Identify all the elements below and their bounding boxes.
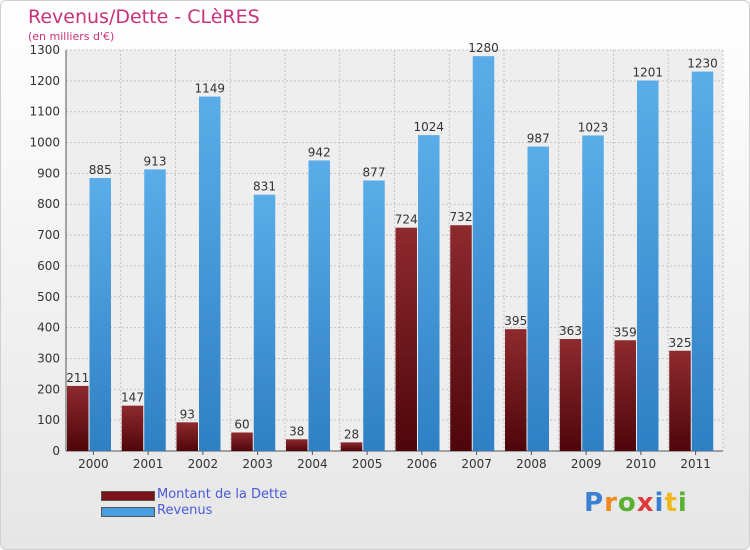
bar-revenus	[89, 178, 111, 451]
bar-revenus	[418, 135, 440, 452]
bar-revenus	[582, 135, 604, 451]
y-tick-label: 1300	[29, 43, 60, 57]
data-label-dette: 147	[121, 391, 144, 405]
x-tick-label: 2003	[242, 457, 273, 471]
y-tick-label: 1100	[29, 105, 60, 119]
data-label-dette: 395	[504, 314, 527, 328]
y-tick-label: 1000	[29, 136, 60, 150]
x-tick-label: 2000	[78, 457, 109, 471]
bar-revenus	[472, 56, 495, 452]
data-label-dette: 359	[614, 325, 637, 339]
y-tick-label: 800	[37, 197, 60, 211]
chart-subtitle: (en milliers d'€)	[28, 30, 115, 43]
logo-letter: r	[604, 488, 618, 518]
data-label-revenus: 1024	[413, 120, 444, 134]
x-tick-label: 2007	[461, 457, 492, 471]
y-tick-label: 1200	[29, 74, 60, 88]
data-label-revenus: 913	[144, 154, 167, 168]
y-tick-label: 700	[37, 228, 60, 242]
x-tick-label: 2004	[297, 457, 328, 471]
bar-dette	[340, 442, 363, 451]
proxiti-logo: Proxiti	[584, 488, 688, 518]
data-label-dette: 363	[559, 324, 582, 338]
y-tick-label: 200	[37, 382, 60, 396]
data-label-revenus: 1230	[687, 57, 718, 71]
data-label-dette: 732	[450, 210, 473, 224]
legend-label-dette: Montant de la Dette	[157, 487, 288, 502]
logo-letter: o	[617, 488, 637, 518]
logo-letter: x	[636, 488, 655, 518]
x-tick-label: 2006	[407, 457, 438, 471]
legend-label-revenus: Revenus	[157, 503, 213, 518]
bar-dette	[121, 405, 144, 451]
data-label-dette: 724	[395, 213, 418, 227]
bar-dette	[450, 225, 472, 451]
x-tick-label: 2001	[133, 457, 164, 471]
chart-title: Revenus/Dette - CLèRES	[28, 6, 260, 28]
data-label-revenus: 831	[253, 180, 276, 194]
logo-letter: P	[584, 488, 605, 518]
legend-swatch-dette	[101, 491, 155, 501]
bar-dette	[669, 350, 691, 451]
y-tick-label: 0	[52, 444, 60, 458]
bar-revenus	[637, 80, 659, 451]
y-tick-label: 600	[37, 259, 60, 273]
x-tick-label: 2002	[188, 457, 219, 471]
logo-letter: t	[664, 488, 678, 518]
data-label-revenus: 1280	[468, 41, 499, 55]
data-label-revenus: 1023	[578, 120, 609, 134]
y-tick-label: 300	[37, 351, 60, 365]
legend-swatch-revenus	[101, 507, 155, 517]
data-label-dette: 211	[66, 371, 89, 385]
bar-revenus	[308, 160, 330, 451]
bar-revenus	[199, 96, 221, 451]
data-label-dette: 93	[180, 407, 195, 421]
x-tick-label: 2009	[571, 457, 602, 471]
x-tick-label: 2011	[680, 457, 711, 471]
data-label-dette: 60	[234, 417, 249, 431]
data-label-revenus: 942	[308, 145, 331, 159]
bar-revenus	[691, 71, 714, 451]
bar-dette	[231, 432, 253, 451]
bar-dette	[614, 340, 636, 451]
bar-dette	[176, 422, 198, 451]
data-label-dette: 38	[289, 424, 304, 438]
bar-revenus	[363, 180, 385, 451]
y-tick-label: 900	[37, 166, 60, 180]
data-label-revenus: 1201	[632, 66, 663, 80]
bar-dette	[67, 385, 89, 451]
bar-revenus	[144, 169, 166, 451]
x-tick-label: 2005	[352, 457, 383, 471]
y-tick-label: 400	[37, 321, 60, 335]
data-label-dette: 28	[344, 427, 359, 441]
y-tick-label: 500	[37, 290, 60, 304]
logo-letter: i	[654, 488, 665, 518]
data-label-revenus: 885	[89, 163, 112, 177]
bar-dette	[505, 329, 527, 451]
x-tick-label: 2010	[626, 457, 657, 471]
data-label-revenus: 877	[363, 165, 386, 179]
bar-dette	[559, 339, 582, 451]
bar-dette	[395, 227, 417, 451]
bar-revenus	[527, 146, 549, 451]
data-label-dette: 325	[669, 336, 692, 350]
bar-dette	[286, 439, 308, 451]
logo-letter: i	[677, 488, 688, 518]
x-tick-label: 2008	[516, 457, 547, 471]
data-label-revenus: 987	[527, 132, 550, 146]
data-label-revenus: 1149	[194, 82, 225, 96]
y-tick-label: 100	[37, 413, 60, 427]
bar-revenus	[253, 194, 276, 451]
